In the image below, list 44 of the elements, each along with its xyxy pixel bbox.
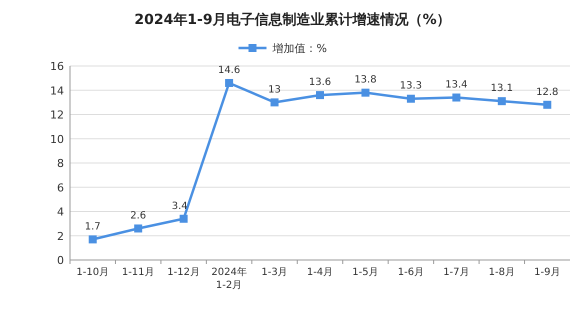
x-tick-label: 1-10月 bbox=[76, 267, 110, 278]
data-label: 13.1 bbox=[490, 83, 513, 94]
point bbox=[498, 97, 506, 106]
data-label: 3.4 bbox=[172, 200, 188, 212]
data-label: 14.6 bbox=[218, 64, 240, 76]
x-tick-label: 1-8月 bbox=[488, 267, 515, 278]
data-label: 13.3 bbox=[400, 80, 422, 92]
x-tick-label: 1-5月 bbox=[352, 267, 379, 278]
chart-title: 2024年1-9月电子信息制造业累计增速情况（%） bbox=[134, 12, 451, 28]
point bbox=[361, 88, 370, 97]
y-tick-label: 0 bbox=[57, 254, 64, 267]
point bbox=[88, 235, 97, 244]
x-tick-label: 1-4月 bbox=[306, 267, 334, 278]
y-tick-label: 2 bbox=[57, 230, 64, 243]
point bbox=[316, 91, 324, 100]
y-tick-label: 12 bbox=[50, 108, 64, 122]
data-label: 1.7 bbox=[84, 221, 101, 232]
x-tick-label: 1-11月 bbox=[122, 267, 155, 278]
y-tick-label: 10 bbox=[50, 132, 64, 146]
point bbox=[452, 94, 460, 102]
data-label: 12.8 bbox=[536, 86, 558, 98]
point bbox=[406, 94, 415, 103]
x-tick-label: 1-7月 bbox=[443, 267, 470, 278]
point bbox=[225, 78, 234, 87]
data-label: 13.4 bbox=[445, 80, 468, 91]
point bbox=[134, 224, 142, 232]
point bbox=[543, 100, 552, 109]
y-tick-label: 4 bbox=[57, 206, 64, 218]
point bbox=[270, 98, 279, 106]
legend-label: 增加值：% bbox=[272, 42, 327, 55]
data-label: 13 bbox=[268, 84, 281, 96]
data-label: 2.6 bbox=[130, 210, 146, 222]
y-tick-label: 16 bbox=[50, 60, 64, 73]
x-tick-label: 1-6月 bbox=[398, 267, 424, 278]
y-tick-label: 14 bbox=[50, 84, 64, 98]
x-tick-label: 1-3月 bbox=[261, 267, 288, 278]
data-label: 13.8 bbox=[354, 74, 377, 86]
x-tick-label: 2024年 1-2月 bbox=[211, 266, 247, 291]
y-tick-label: 8 bbox=[57, 157, 64, 170]
x-tick-label: 1-12月 bbox=[167, 267, 200, 278]
x-tick-label: 1-9月 bbox=[534, 267, 560, 278]
point bbox=[180, 214, 188, 223]
y-tick-label: 6 bbox=[57, 181, 64, 194]
data-label: 13.6 bbox=[308, 77, 332, 88]
